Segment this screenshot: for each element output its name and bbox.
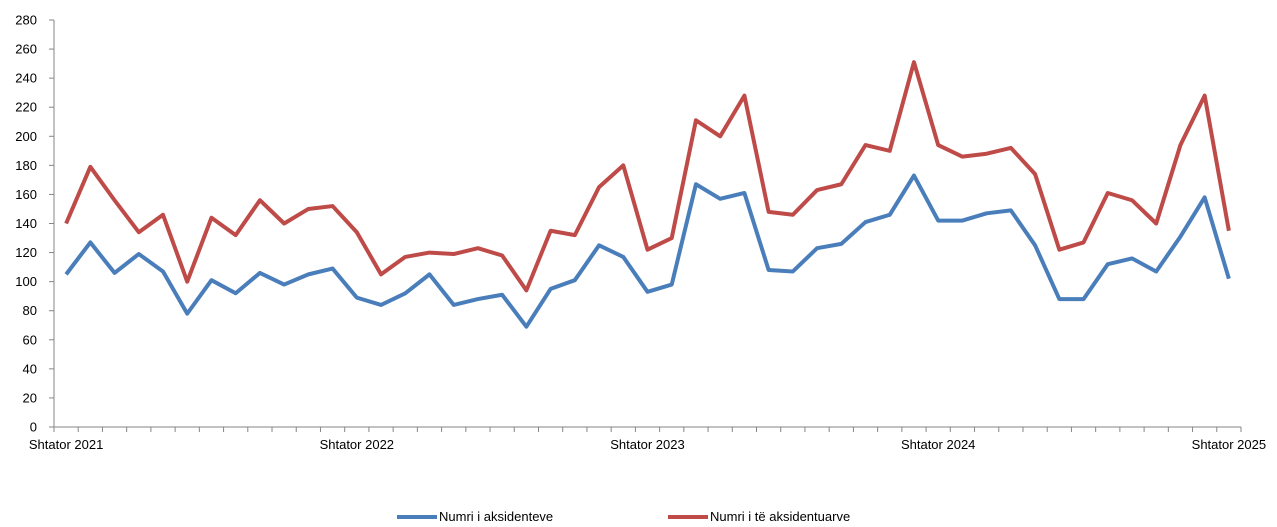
series-line-1: [64, 60, 1231, 293]
legend-item-aksidentuarve: Numri i të aksidentuarve: [668, 509, 850, 524]
y-tick-label: 160: [15, 187, 37, 202]
y-tick-label: 180: [15, 158, 37, 173]
y-tick-label: 280: [15, 13, 37, 28]
y-tick-label: 140: [15, 216, 37, 231]
y-tick-label: 60: [23, 332, 37, 347]
x-tick-label: Shtator 2021: [29, 437, 103, 452]
y-axis: 0 20 40 60 80 100 120 140 160 180 200 220 240 260 280: [15, 13, 55, 435]
y-tick-label: 240: [15, 71, 37, 86]
legend-item-aksidenteve: Numri i aksidenteve: [397, 509, 553, 524]
y-tick-label: 120: [15, 245, 37, 260]
line-chart: 020406080100120140160180200220240260280 …: [15, 13, 1266, 453]
y-tick-label: 20: [23, 390, 37, 405]
y-tick-label: 220: [15, 100, 37, 115]
legend-label-aksidentuarve: Numri i të aksidentuarve: [710, 509, 851, 524]
series-layer: [64, 60, 1231, 329]
y-tick-label: 80: [23, 303, 37, 318]
x-tick-label: Shtator 2024: [901, 437, 975, 452]
x-axis: Shtator 2021 Shtator 2022 Shtator 2023 Shta…: [29, 426, 1266, 452]
y-tick-label: 260: [15, 42, 37, 57]
x-tick-label: Shtator 2023: [610, 437, 684, 452]
y-tick-label: 100: [15, 274, 37, 289]
y-tick-label: 0: [30, 420, 37, 435]
legend: Numri i aksidenteve Numri i të aksidentu…: [0, 509, 1277, 527]
legend-swatch-aksidenteve: [397, 514, 437, 519]
y-tick-label: 200: [15, 129, 37, 144]
legend-label-aksidenteve: Numri i aksidenteve: [439, 509, 554, 524]
legend-swatch-aksidentuarve: [668, 514, 708, 519]
x-tick-label: Shtator 2025: [1192, 437, 1266, 452]
y-tick-label: 40: [23, 361, 37, 376]
x-tick-label: Shtator 2022: [320, 437, 394, 452]
